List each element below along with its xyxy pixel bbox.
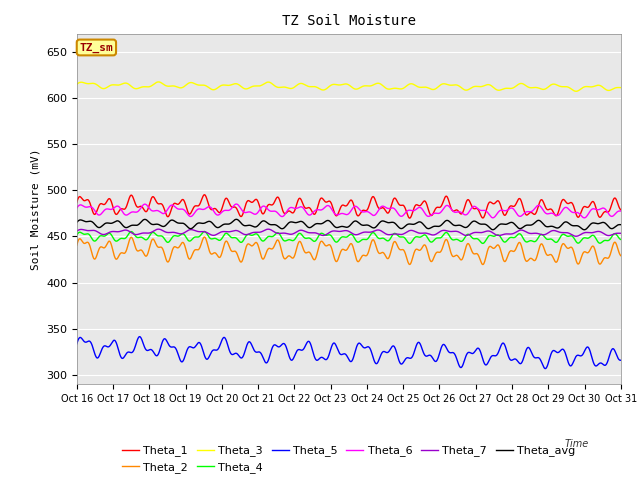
Theta_5: [255, 349, 263, 355]
Theta_2: [194, 247, 202, 253]
Theta_avg: [580, 227, 588, 233]
Theta_3: [73, 81, 81, 87]
Theta_1: [617, 207, 625, 213]
Theta_avg: [434, 224, 442, 229]
Theta_1: [553, 212, 561, 218]
Theta_avg: [553, 225, 561, 231]
Theta_1: [434, 204, 442, 210]
Line: Theta_avg: Theta_avg: [77, 219, 621, 230]
Theta_3: [255, 83, 263, 89]
Theta_1: [255, 202, 263, 207]
Theta_4: [255, 234, 263, 240]
Theta_2: [255, 246, 263, 252]
Theta_4: [201, 228, 209, 234]
Line: Theta_4: Theta_4: [77, 231, 621, 243]
Theta_7: [617, 230, 625, 236]
Theta_3: [195, 82, 202, 88]
Theta_3: [181, 83, 189, 89]
Line: Theta_2: Theta_2: [77, 237, 621, 264]
Theta_avg: [255, 222, 263, 228]
Theta_6: [73, 205, 81, 211]
Theta_4: [73, 232, 81, 238]
Theta_avg: [617, 222, 625, 228]
Theta_4: [553, 239, 561, 245]
Title: TZ Soil Moisture: TZ Soil Moisture: [282, 14, 416, 28]
Theta_6: [434, 211, 442, 216]
Theta_6: [553, 213, 561, 218]
Theta_5: [73, 341, 81, 347]
Theta_2: [434, 249, 442, 255]
Theta_5: [541, 366, 549, 372]
Theta_7: [73, 228, 81, 234]
Theta_6: [617, 208, 625, 214]
Theta_1: [406, 215, 413, 221]
Theta_1: [201, 192, 209, 198]
Theta_4: [617, 237, 625, 242]
Theta_7: [434, 230, 442, 236]
Theta_avg: [180, 221, 188, 227]
Theta_6: [194, 206, 202, 212]
Theta_5: [553, 349, 561, 355]
Theta_2: [553, 259, 561, 264]
Text: Time: Time: [564, 439, 589, 449]
Theta_5: [136, 334, 143, 339]
Theta_avg: [505, 220, 513, 226]
Theta_3: [505, 85, 513, 91]
Theta_3: [617, 85, 625, 91]
Theta_6: [255, 208, 263, 214]
Theta_3: [572, 88, 580, 94]
Line: Theta_6: Theta_6: [77, 204, 621, 218]
Theta_6: [180, 207, 188, 213]
Theta_1: [505, 205, 513, 211]
Line: Theta_1: Theta_1: [77, 195, 621, 218]
Y-axis label: Soil Moisture (mV): Soil Moisture (mV): [30, 148, 40, 270]
Theta_4: [194, 234, 202, 240]
Theta_5: [181, 354, 189, 360]
Theta_2: [617, 253, 625, 259]
Theta_6: [580, 215, 588, 221]
Theta_7: [155, 226, 163, 232]
Theta_4: [434, 235, 442, 241]
Theta_6: [505, 206, 513, 212]
Legend: Theta_1, Theta_2, Theta_3, Theta_4, Theta_5, Theta_6, Theta_7, Theta_avg: Theta_1, Theta_2, Theta_3, Theta_4, Thet…: [119, 442, 579, 476]
Line: Theta_5: Theta_5: [77, 336, 621, 369]
Theta_avg: [194, 220, 202, 226]
Theta_4: [180, 232, 188, 238]
Theta_6: [232, 201, 240, 207]
Theta_3: [553, 82, 561, 88]
Line: Theta_7: Theta_7: [77, 229, 621, 236]
Theta_2: [201, 234, 209, 240]
Theta_1: [180, 199, 188, 204]
Theta_5: [195, 340, 202, 346]
Theta_1: [194, 203, 202, 209]
Theta_7: [572, 233, 580, 239]
Theta_7: [255, 229, 263, 235]
Theta_5: [505, 354, 513, 360]
Theta_5: [434, 357, 442, 362]
Theta_5: [617, 357, 625, 363]
Theta_4: [479, 240, 486, 246]
Theta_2: [505, 250, 513, 256]
Theta_7: [553, 228, 561, 234]
Theta_7: [505, 231, 513, 237]
Theta_avg: [232, 216, 240, 222]
Theta_4: [505, 236, 513, 241]
Theta_3: [155, 79, 163, 85]
Theta_2: [73, 242, 81, 248]
Theta_2: [180, 242, 188, 248]
Theta_7: [181, 229, 189, 235]
Theta_avg: [73, 219, 81, 225]
Theta_1: [73, 199, 81, 205]
Theta_3: [434, 84, 442, 90]
Theta_2: [479, 262, 486, 267]
Theta_7: [195, 228, 202, 234]
Text: TZ_sm: TZ_sm: [79, 42, 113, 53]
Line: Theta_3: Theta_3: [77, 82, 621, 91]
